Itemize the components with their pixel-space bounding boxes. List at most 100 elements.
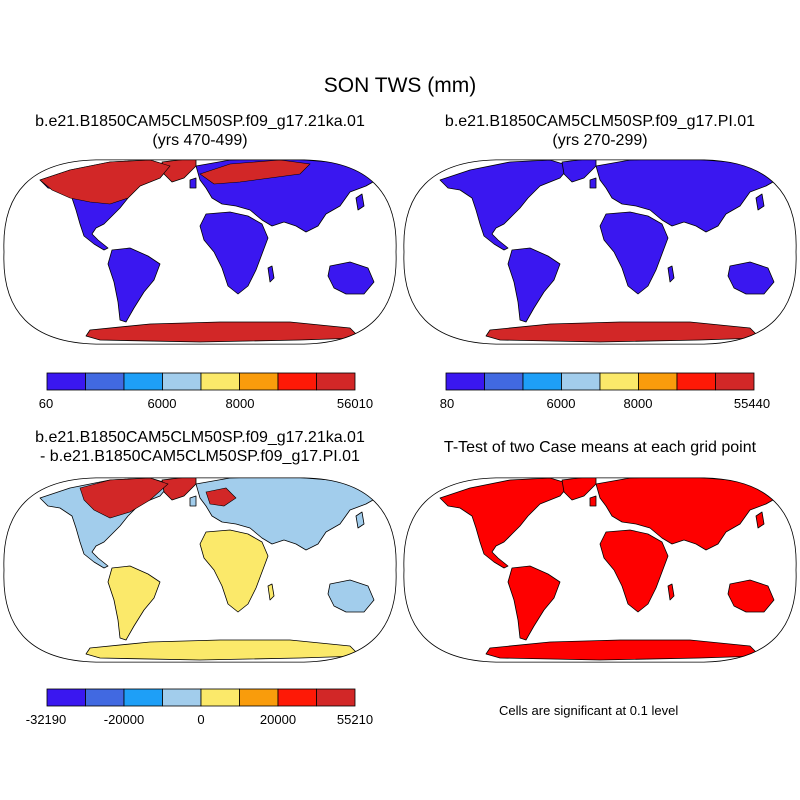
colorbar-label: 6000	[546, 396, 576, 411]
land-australia	[327, 579, 375, 613]
colorbar-box-6	[676, 372, 716, 391]
map-land-group	[39, 159, 381, 343]
map-frame	[3, 477, 397, 663]
colorbar-box-0	[46, 372, 86, 391]
land-madagascar	[267, 265, 275, 283]
colorbar-label: 8000	[623, 396, 653, 411]
colorbar-box-1	[85, 372, 125, 391]
land-japan	[355, 193, 365, 211]
land-southAmerica	[107, 565, 161, 641]
colorbar-label: 60	[38, 396, 54, 411]
land-africa	[599, 211, 669, 295]
colorbar-box-1	[484, 372, 524, 391]
land-greenland	[561, 159, 597, 183]
land-southAmerica	[507, 565, 561, 641]
colorbar-label: 6000	[147, 396, 177, 411]
colorbar-box-0	[445, 372, 485, 391]
colorbar-box-6	[277, 688, 317, 707]
colorbar-box-1	[85, 688, 125, 707]
panel-title-line: (yrs 470-499)	[152, 132, 248, 149]
land-britain	[589, 177, 597, 189]
colorbar-box-4	[200, 688, 240, 707]
ice-sheet-0	[79, 477, 169, 519]
map-difference	[3, 477, 397, 663]
land-southAmerica	[107, 247, 161, 323]
colorbar-box-4	[200, 372, 240, 391]
colorbar-box-0	[46, 688, 86, 707]
map-land-group	[439, 477, 781, 661]
colorbar-label: 8000	[225, 396, 255, 411]
map-frame	[403, 477, 797, 663]
figure-title: SON TWS (mm)	[323, 74, 477, 97]
colorbar-box-2	[123, 372, 163, 391]
land-antarctica	[485, 321, 761, 343]
land-japan	[755, 193, 765, 211]
map-land-group	[439, 159, 781, 343]
colorbar-box-5	[638, 372, 678, 391]
colorbar-label: 55440	[733, 396, 771, 411]
land-britain	[189, 495, 197, 507]
colorbar-label: 55210	[336, 712, 374, 727]
panel-title-line: b.e21.B1850CAM5CLM50SP.f09_g17.21ka.01	[35, 113, 365, 130]
land-antarctica	[85, 321, 361, 343]
land-japan	[355, 511, 365, 529]
land-australia	[327, 261, 375, 295]
ice-sheet-0	[39, 159, 171, 205]
map-frame	[3, 159, 397, 345]
colorbar-difference	[46, 688, 356, 707]
land-britain	[589, 495, 597, 507]
panel-title-case2: b.e21.B1850CAM5CLM50SP.f09_g17.PI.01 (yr…	[400, 112, 800, 150]
map-frame	[403, 159, 797, 345]
land-madagascar	[667, 583, 675, 601]
panel-title-line: (yrs 270-299)	[552, 132, 648, 149]
colorbar-box-5	[239, 688, 279, 707]
panel-title-line: - b.e21.B1850CAM5CLM50SP.f09_g17.PI.01	[40, 448, 360, 465]
land-britain	[189, 177, 197, 189]
ice-sheet-1	[205, 487, 237, 507]
map-ttest	[403, 477, 797, 663]
land-africa	[599, 529, 669, 613]
panel-title-ttest: T-Test of two Case means at each grid po…	[400, 438, 800, 457]
colorbar-box-2	[522, 372, 562, 391]
colorbar-box-2	[123, 688, 163, 707]
colorbar-label: 20000	[259, 712, 297, 727]
land-southAmerica	[507, 247, 561, 323]
land-australia	[727, 261, 775, 295]
significance-note: Cells are significant at 0.1 level	[499, 703, 679, 718]
map-case2	[403, 159, 797, 345]
panel-title-line: b.e21.B1850CAM5CLM50SP.f09_g17.21ka.01	[35, 429, 365, 446]
colorbar-box-5	[239, 372, 279, 391]
map-land-group	[39, 477, 381, 661]
colorbar-label: 0	[197, 712, 205, 727]
colorbar-box-3	[162, 372, 202, 391]
land-africa	[199, 211, 269, 295]
map-case1	[3, 159, 397, 345]
colorbar-box-4	[599, 372, 639, 391]
colorbar-label: 56010	[336, 396, 374, 411]
panel-title-case1: b.e21.B1850CAM5CLM50SP.f09_g17.21ka.01 (…	[0, 112, 400, 150]
land-africa	[199, 529, 269, 613]
colorbar-box-7	[316, 688, 356, 707]
ice-sheet-1	[199, 159, 311, 185]
panel-title-line: b.e21.B1850CAM5CLM50SP.f09_g17.PI.01	[444, 113, 756, 130]
colorbar-case1	[46, 372, 356, 391]
colorbar-label: 80	[439, 396, 455, 411]
land-greenland	[561, 477, 597, 501]
land-madagascar	[267, 583, 275, 601]
colorbar-label: -20000	[103, 712, 145, 727]
land-northAmerica	[439, 159, 571, 251]
land-greenland	[161, 159, 197, 183]
colorbar-box-6	[277, 372, 317, 391]
colorbar-box-7	[715, 372, 755, 391]
land-northAmerica	[439, 477, 571, 569]
colorbar-label: -32190	[25, 712, 67, 727]
colorbar-case2	[445, 372, 755, 391]
land-australia	[727, 579, 775, 613]
land-antarctica	[85, 639, 361, 661]
colorbar-box-7	[316, 372, 356, 391]
land-greenland	[161, 477, 197, 501]
land-antarctica	[485, 639, 761, 661]
panel-title-line: T-Test of two Case means at each grid po…	[443, 439, 757, 456]
land-madagascar	[667, 265, 675, 283]
land-japan	[755, 511, 765, 529]
